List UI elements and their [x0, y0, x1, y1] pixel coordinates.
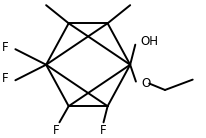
Text: O: O	[142, 77, 151, 90]
Text: OH: OH	[140, 35, 158, 48]
Text: F: F	[100, 124, 107, 137]
Text: F: F	[2, 72, 8, 85]
Text: F: F	[2, 41, 8, 54]
Text: F: F	[53, 124, 60, 137]
